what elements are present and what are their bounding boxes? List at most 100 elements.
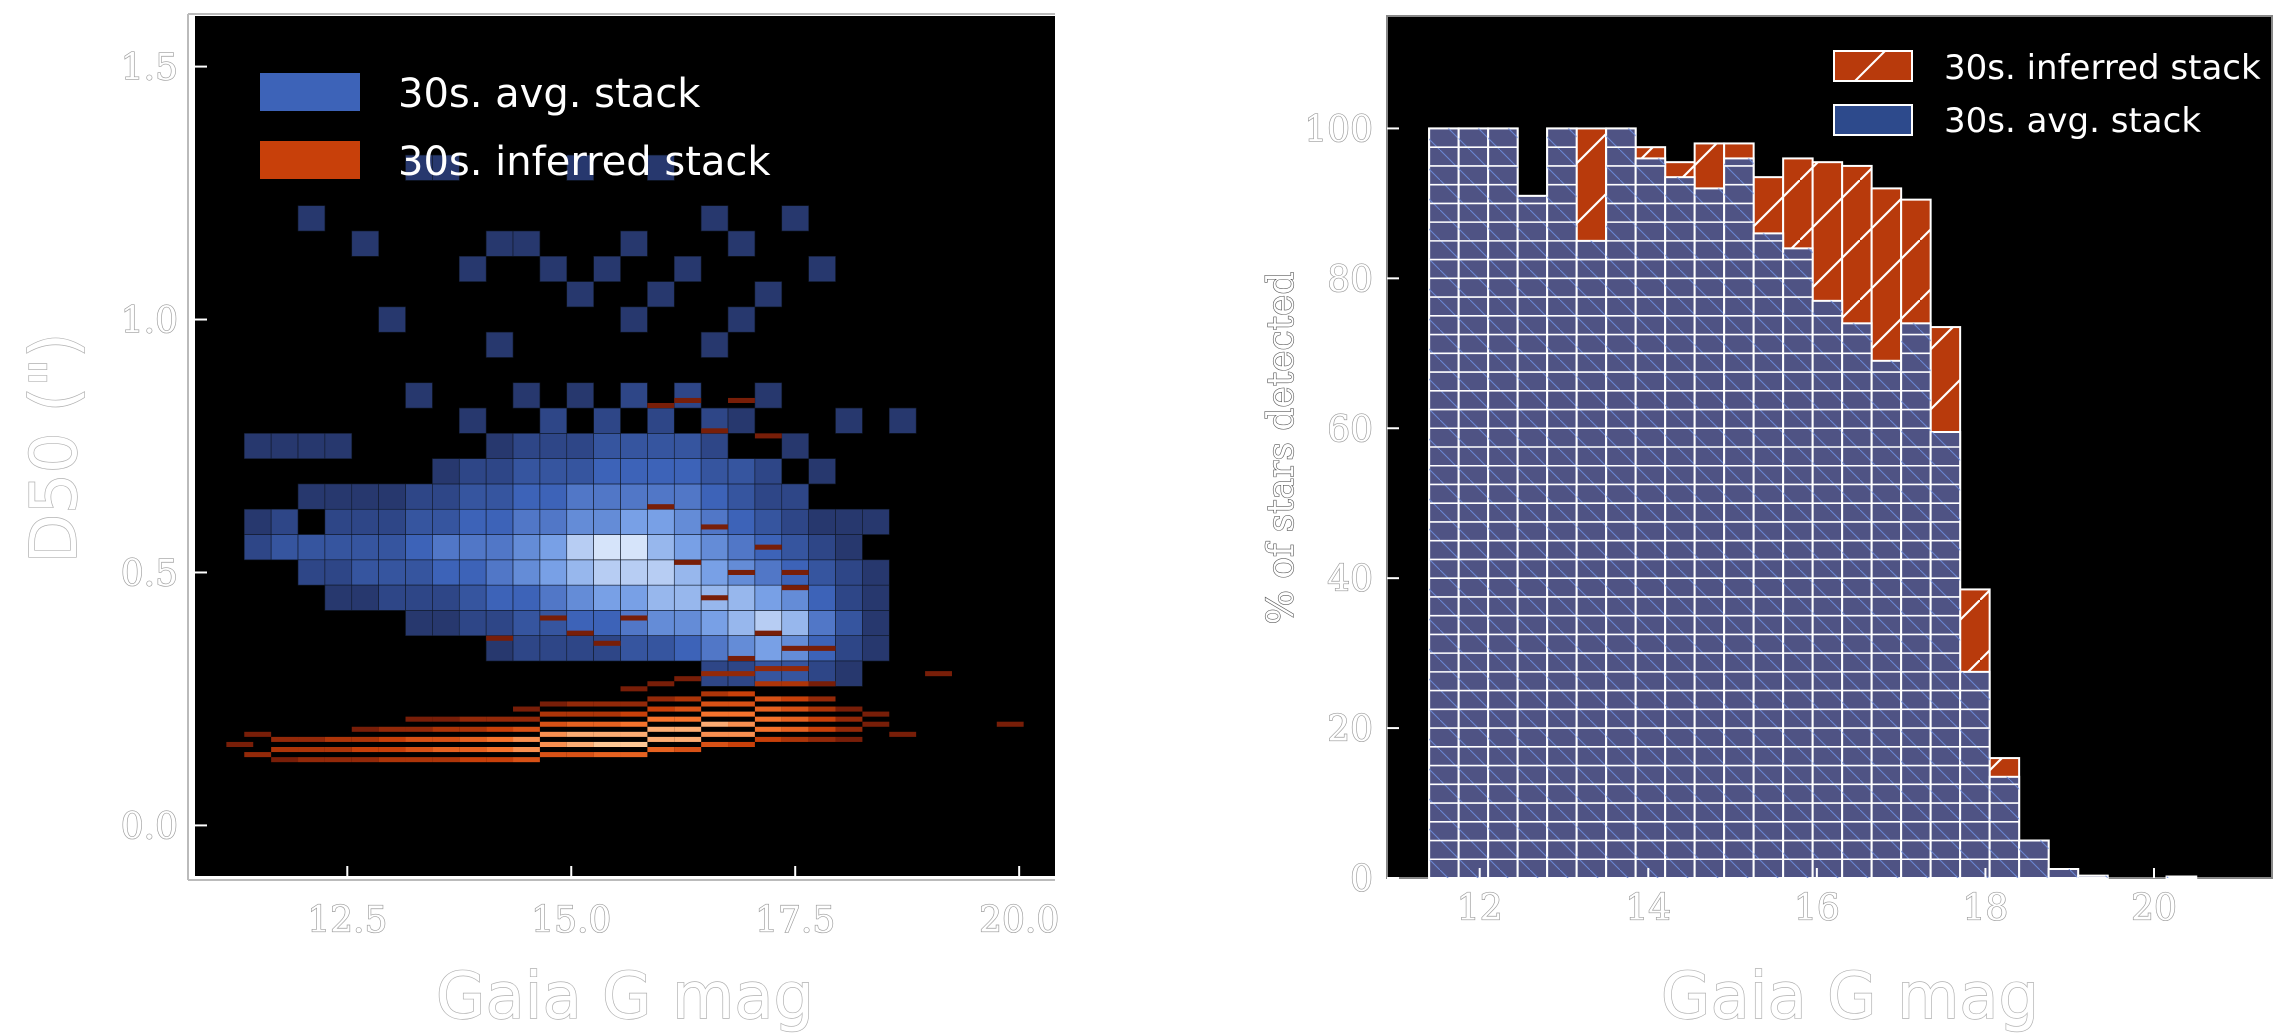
avg-stack-bin [405,483,433,510]
inferred-stack-bin [835,726,863,732]
avg-stack-bin [673,458,702,485]
avg-stack-bar-hatch [1901,323,1931,878]
inferred-stack-bin [754,681,782,687]
avg-stack-bin [593,483,621,510]
inferred-stack-bin [808,681,836,687]
avg-stack-bin [566,433,594,459]
inferred-stack-bin [754,706,782,712]
inferred-stack-bin [351,736,379,742]
avg-stack-bin [593,458,621,485]
avg-stack-bin [458,508,487,535]
avg-stack-bar-hatch [1753,233,1784,879]
left-heatmap-panel: 12.5 15.0 17.5 20.0 0.0 0.5 1.0 1.5 Gaia G mag… [17,13,1060,1035]
avg-stack-bin [754,281,783,308]
avg-stack-bin [620,458,648,485]
avg-stack-bin [485,331,514,358]
avg-stack-bin [727,534,756,561]
avg-stack-bin [458,559,487,586]
avg-stack-bin [405,610,433,637]
avg-stack-bin [378,584,406,611]
right-y-tick-label: 40 [1327,559,1373,600]
avg-stack-bin [727,584,756,611]
inferred-stack-bin [701,741,729,747]
right-legend-label-inferred: 30s. inferred stack [1944,48,2261,88]
avg-stack-bin [539,433,568,459]
avg-stack-bin [324,584,353,611]
avg-stack-bin [727,407,756,434]
inferred-stack-bin [378,757,406,763]
inferred-stack-bin [513,736,540,742]
avg-stack-bin [835,584,863,611]
avg-stack-bin [539,610,568,637]
inferred-stack-bin [566,741,594,747]
avg-stack-bin [754,635,783,662]
inferred-stack-bin [620,741,648,747]
avg-stack-bin [700,331,729,358]
avg-stack-bin [458,584,487,611]
avg-stack-bin [673,508,702,535]
avg-stack-bin [512,382,541,409]
avg-stack-bin [781,508,809,535]
left-y-tick-label: 1.5 [121,48,178,89]
avg-stack-bin [673,382,702,409]
avg-stack-bin [512,230,541,257]
avg-stack-bar-hatch [1930,432,1961,878]
inferred-stack-bin [835,706,863,712]
avg-stack-bin [539,483,568,510]
avg-stack-bin [432,559,460,586]
inferred-stack-bin [728,741,755,747]
inferred-stack-bin [808,706,836,712]
inferred-stack-bin [486,736,514,742]
avg-stack-bin [485,458,514,485]
inferred-stack-bin [674,736,702,742]
avg-stack-bin [647,281,675,308]
avg-stack-bin [835,534,863,561]
inferred-stack-bin [754,736,782,742]
inferred-stack-bin [647,747,675,753]
avg-stack-bin [405,559,433,586]
avg-stack-bin [673,635,702,662]
right-legend-swatch-inferred [1833,50,1913,82]
inferred-stack-bin [432,757,460,763]
avg-stack-bin [593,407,621,434]
inferred-stack-bin [620,615,648,621]
right-x-tick-label: 12 [1457,888,1503,929]
inferred-stack-bin [754,666,782,672]
inferred-stack-bin [539,731,567,737]
avg-stack-bin [781,205,809,232]
avg-stack-bin [647,584,675,611]
avg-stack-bin [781,534,809,561]
avg-stack-bin [351,584,379,611]
avg-stack-bin [862,635,890,662]
avg-stack-bin [700,205,729,232]
avg-stack-bin [620,382,648,409]
avg-stack-bin [673,433,702,459]
inferred-stack-bin [486,716,514,722]
avg-stack-bin [432,483,460,510]
avg-stack-bin [405,508,433,535]
avg-stack-bin [485,433,514,459]
avg-stack-bin [432,458,460,485]
left-x-tick-label: 15.0 [531,900,611,941]
inferred-stack-bin [835,736,863,742]
inferred-stack-bin [620,711,648,717]
inferred-stack-bin [674,706,702,712]
inferred-stack-bin [459,716,487,722]
avg-stack-bin [539,407,568,434]
avg-stack-bin [754,458,783,485]
inferred-stack-bin [728,711,755,717]
inferred-stack-bin [701,524,729,530]
inferred-stack-bin [405,726,433,732]
inferred-stack-bin [728,691,755,697]
avg-stack-bin [512,458,541,485]
avg-stack-bin [324,483,353,510]
right-x-axis-title: Gaia G mag [1661,960,2039,1034]
avg-stack-bar-hatch [1989,776,2020,878]
avg-stack-bin [378,508,406,535]
avg-stack-bin [270,534,299,561]
avg-stack-bin [243,433,272,459]
avg-stack-bin [485,230,514,257]
avg-stack-bin [700,534,729,561]
avg-stack-bin [835,610,863,637]
inferred-stack-bin [781,569,809,575]
